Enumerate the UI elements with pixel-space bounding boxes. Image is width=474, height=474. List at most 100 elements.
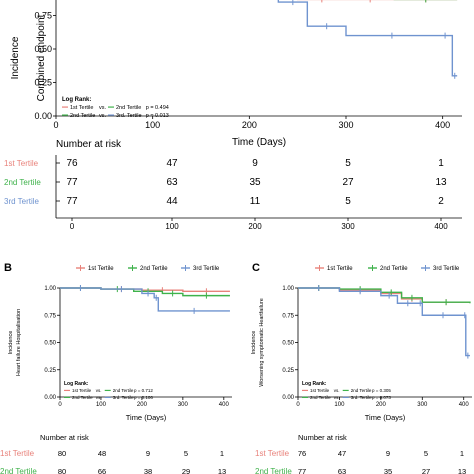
y-tick-label: 0.25 <box>34 78 52 88</box>
logrank-group-b: 2nd Tertile <box>116 105 141 111</box>
risk-cell: 5 <box>345 196 351 207</box>
x-tick-label: 100 <box>334 402 345 408</box>
y-tick-label: 0.00 <box>34 111 52 121</box>
logrank-group-b: 3rd. Tertile <box>351 395 372 400</box>
logrank-group-b: 3rd. Tertile <box>113 395 134 400</box>
y-tick-label: 0.00 <box>282 395 294 401</box>
risk-cell: 76 <box>66 158 78 169</box>
x-axis-label: Time (Days) <box>126 413 167 422</box>
risk-cell: 63 <box>338 467 346 474</box>
risk-x-tick-label: 300 <box>341 222 355 231</box>
y-tick-label: 0.25 <box>44 368 56 374</box>
risk-cell: 5 <box>345 158 351 169</box>
logrank-p-value: p = 0.073 <box>372 395 391 400</box>
panel-a: 0.00 0.25 0.50 0.75 0 100 200 300 400 Incidence Co… <box>4 0 462 231</box>
logrank-title: Log Rank: <box>64 381 89 387</box>
risk-cell: 35 <box>384 467 392 474</box>
legend-label: 3rd Tertile <box>193 266 220 272</box>
risk-cell: 38 <box>144 467 152 474</box>
logrank-vs: vs. <box>99 105 107 111</box>
risk-cell: 2 <box>438 196 444 207</box>
logrank-group-a: 1st Tertile <box>70 105 93 111</box>
logrank-title: Log Rank: <box>62 97 91 103</box>
risk-cell: 66 <box>98 467 106 474</box>
legend-label: 2nd Tertile <box>140 266 168 272</box>
risk-cell: 76 <box>298 449 306 458</box>
logrank-p-value: p = 0.494 <box>146 105 169 111</box>
x-axis-label: Time (Days) <box>365 413 406 422</box>
legend-label: 1st Tertile <box>327 266 353 272</box>
y-axis-label: Combined endpoint <box>36 14 47 101</box>
risk-cell: 80 <box>58 449 66 458</box>
logrank-group-a: 2nd Tertile <box>70 113 95 119</box>
y-tick-label: 0.75 <box>282 313 294 319</box>
risk-x-tick-label: 200 <box>248 222 262 231</box>
risk-cell: 5 <box>424 449 428 458</box>
series-line-3rd-tertile <box>277 0 458 77</box>
panel-c: 0.00 0.25 0.50 0.75 1.00 0 100 200 300 400 Inciden… <box>251 265 472 474</box>
risk-row-label: 3rd Tertile <box>4 197 40 206</box>
risk-table-title: Number at risk <box>298 433 347 442</box>
risk-cell: 13 <box>458 467 466 474</box>
logrank-p-value: p = 0.013 <box>146 113 169 119</box>
x-tick-label: 200 <box>376 402 387 408</box>
y-axis-label: Heart failure Hospitalisation <box>16 309 22 376</box>
x-tick-label: 0 <box>53 120 58 130</box>
risk-cell: 11 <box>250 196 261 207</box>
risk-cell: 47 <box>166 158 178 169</box>
legend-label: 1st Tertile <box>88 266 114 272</box>
risk-cell: 47 <box>338 449 346 458</box>
risk-cell: 1 <box>220 449 224 458</box>
x-tick-label: 400 <box>459 402 470 408</box>
risk-x-tick-label: 100 <box>165 222 179 231</box>
x-axis-label: Time (Days) <box>232 137 286 148</box>
risk-cell: 48 <box>98 449 106 458</box>
y-tick-label: 0.50 <box>34 44 52 54</box>
risk-x-tick-label: 400 <box>434 222 448 231</box>
x-tick-label: 300 <box>338 120 353 130</box>
risk-cell: 13 <box>435 177 447 188</box>
y-tick-label: 1.00 <box>282 286 294 292</box>
series-line-3rd-tertile <box>298 287 470 357</box>
x-tick-label: 400 <box>219 402 230 408</box>
risk-cell: 13 <box>218 467 226 474</box>
logrank-group-b: 2nd Tertile <box>113 388 134 393</box>
y-tick-label: 0.50 <box>282 341 294 347</box>
x-tick-label: 300 <box>178 402 189 408</box>
risk-row-label: 2nd Tertile <box>255 467 292 474</box>
logrank-title: Log Rank: <box>302 381 327 387</box>
risk-row-label: 1st Tertile <box>255 449 290 458</box>
risk-row-label: 1st Tertile <box>4 159 39 168</box>
logrank-vs: vs. <box>334 388 340 393</box>
panel-b: 0.00 0.25 0.50 0.75 1.00 0 100 200 300 400 Inciden… <box>0 265 232 474</box>
x-tick-label: 0 <box>296 402 300 408</box>
risk-cell: 63 <box>166 177 178 188</box>
x-tick-label: 300 <box>417 402 428 408</box>
risk-cell: 9 <box>386 449 390 458</box>
y-axis-label: Incidence <box>10 36 21 79</box>
x-tick-label: 0 <box>58 402 62 408</box>
logrank-vs: vs. <box>334 395 340 400</box>
x-tick-label: 400 <box>435 120 450 130</box>
logrank-group-b: 3rd. Tertile <box>116 113 142 119</box>
risk-cell: 9 <box>146 449 150 458</box>
y-tick-label: 0.25 <box>282 368 294 374</box>
risk-cell: 27 <box>342 177 354 188</box>
risk-cell: 5 <box>184 449 188 458</box>
y-tick-label: 0.75 <box>34 11 52 21</box>
risk-row-label: 1st Tertile <box>0 449 35 458</box>
y-axis-label: Incidence <box>251 331 257 355</box>
logrank-group-a: 2nd Tertile <box>310 395 331 400</box>
risk-cell: 35 <box>249 177 261 188</box>
y-tick-label: 0.75 <box>44 313 56 319</box>
risk-x-tick-label: 0 <box>70 222 75 231</box>
logrank-p-value: p = 0.712 <box>134 388 153 393</box>
risk-row-label: 2nd Tertile <box>0 467 37 474</box>
risk-cell: 80 <box>58 467 66 474</box>
y-axis-label: Incidence <box>8 331 14 355</box>
y-tick-label: 0.50 <box>44 341 56 347</box>
risk-cell: 1 <box>438 158 444 169</box>
risk-cell: 9 <box>252 158 258 169</box>
logrank-group-a: 1st Tertile <box>310 388 330 393</box>
